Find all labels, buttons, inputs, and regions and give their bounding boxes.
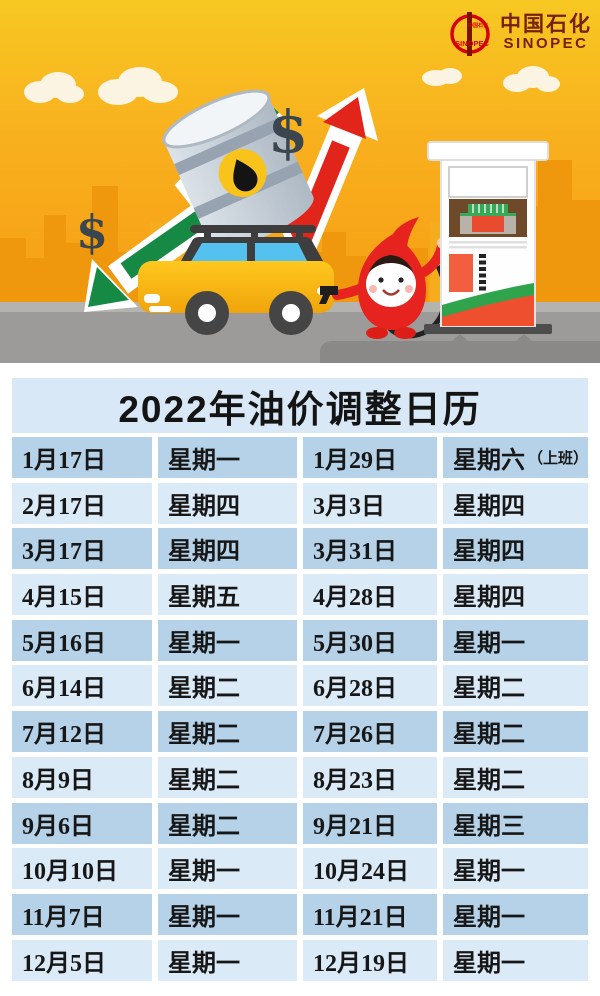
- weekday-note: （上班）: [528, 451, 589, 467]
- weekday-text: 星期一: [453, 630, 525, 657]
- fuel-nozzle-icon: [319, 286, 338, 304]
- cell-date-right: 7月26日: [303, 711, 437, 753]
- weekday-text: 星期二: [453, 676, 525, 703]
- cell-weekday-left: 星期一: [158, 619, 297, 661]
- cell-weekday-right: 星期一: [443, 939, 589, 981]
- dollar-icon: $: [268, 98, 308, 166]
- logo-text-en: SINOPEC: [503, 35, 589, 53]
- weekday-text: 星期二: [453, 767, 525, 794]
- weekday-text: 星期四: [453, 539, 525, 566]
- cell-date-right: 10月24日: [303, 848, 437, 890]
- cell-weekday-left: 星期五: [158, 574, 297, 616]
- cell-weekday-left: 星期二: [158, 711, 297, 753]
- cell-weekday-right: 星期六 （上班）: [443, 437, 589, 478]
- cell-date-left: 10月10日: [12, 848, 152, 890]
- cell-date-right: 8月23日: [303, 756, 437, 798]
- cell-weekday-left: 星期二: [158, 665, 297, 707]
- sinopec-logo: 中国石化 SINOPEC 中国石化 SINOPEC: [447, 9, 592, 57]
- taxi-car: [138, 225, 334, 335]
- cell-date-right: 3月31日: [303, 528, 437, 570]
- cell-date-right: 5月30日: [303, 619, 437, 661]
- cell-date-left: 12月5日: [12, 939, 152, 981]
- cell-date-left: 6月14日: [12, 665, 152, 707]
- cell-date-right: 9月21日: [303, 802, 437, 844]
- cell-weekday-right: 星期二: [443, 665, 589, 707]
- cell-date-left: 11月7日: [12, 893, 152, 935]
- cell-date-left: 3月17日: [12, 528, 152, 570]
- illustration: $ $: [0, 0, 600, 363]
- cell-weekday-right: 星期一: [443, 893, 589, 935]
- cell-date-right: 1月29日: [303, 437, 437, 478]
- fuel-pump-icon: [424, 141, 552, 334]
- svg-text:SINOPEC: SINOPEC: [455, 39, 489, 48]
- cell-date-left: 2月17日: [12, 482, 152, 524]
- cell-date-left: 7月12日: [12, 711, 152, 753]
- calendar-title: 2022年油价调整日历: [12, 378, 588, 433]
- cell-date-right: 4月28日: [303, 574, 437, 616]
- cell-weekday-right: 星期二: [443, 756, 589, 798]
- calendar-grid: 1月17日 星期一 1月29日 星期六 （上班） 2月17日 星期四 3月3日 …: [12, 437, 589, 981]
- weekday-text: 星期一: [453, 859, 525, 886]
- cell-date-left: 1月17日: [12, 437, 152, 478]
- cell-weekday-right: 星期一: [443, 848, 589, 890]
- cell-weekday-left: 星期一: [158, 939, 297, 981]
- cell-weekday-right: 星期四: [443, 482, 589, 524]
- cell-weekday-left: 星期四: [158, 528, 297, 570]
- cell-weekday-right: 星期一: [443, 619, 589, 661]
- cell-weekday-right: 星期三: [443, 802, 589, 844]
- dollar-icon: $: [76, 205, 108, 259]
- cell-date-left: 9月6日: [12, 802, 152, 844]
- weekday-text: 星期一: [453, 950, 525, 977]
- cell-date-left: 8月9日: [12, 756, 152, 798]
- cell-date-right: 12月19日: [303, 939, 437, 981]
- oil-barrel-icon: [162, 89, 314, 248]
- weekday-text: 星期四: [453, 493, 525, 520]
- cell-date-right: 6月28日: [303, 665, 437, 707]
- sinopec-emblem-icon: 中国石化 SINOPEC: [450, 12, 490, 56]
- cell-date-left: 5月16日: [12, 619, 152, 661]
- cell-weekday-left: 星期四: [158, 482, 297, 524]
- weekday-text: 星期一: [453, 904, 525, 931]
- svg-text:中国石化: 中国石化: [468, 22, 488, 29]
- cell-weekday-right: 星期四: [443, 574, 589, 616]
- weekday-text: 星期四: [453, 585, 525, 612]
- cell-date-right: 3月3日: [303, 482, 437, 524]
- calendar: 2022年油价调整日历 1月17日 星期一 1月29日 星期六 （上班） 2月1…: [12, 378, 589, 981]
- cell-weekday-right: 星期四: [443, 528, 589, 570]
- cell-weekday-left: 星期一: [158, 437, 297, 478]
- cell-weekday-left: 星期二: [158, 756, 297, 798]
- logo-text-cn: 中国石化: [500, 13, 592, 37]
- cell-weekday-left: 星期二: [158, 802, 297, 844]
- cell-weekday-right: 星期二: [443, 711, 589, 753]
- cell-date-right: 11月21日: [303, 893, 437, 935]
- cell-date-left: 4月15日: [12, 574, 152, 616]
- weekday-text: 星期二: [453, 722, 525, 749]
- weekday-text: 星期三: [453, 813, 525, 840]
- mascot: [319, 217, 449, 339]
- clouds: [24, 66, 560, 105]
- cell-weekday-left: 星期一: [158, 848, 297, 890]
- cell-weekday-left: 星期一: [158, 893, 297, 935]
- weekday-text: 星期六: [453, 448, 525, 474]
